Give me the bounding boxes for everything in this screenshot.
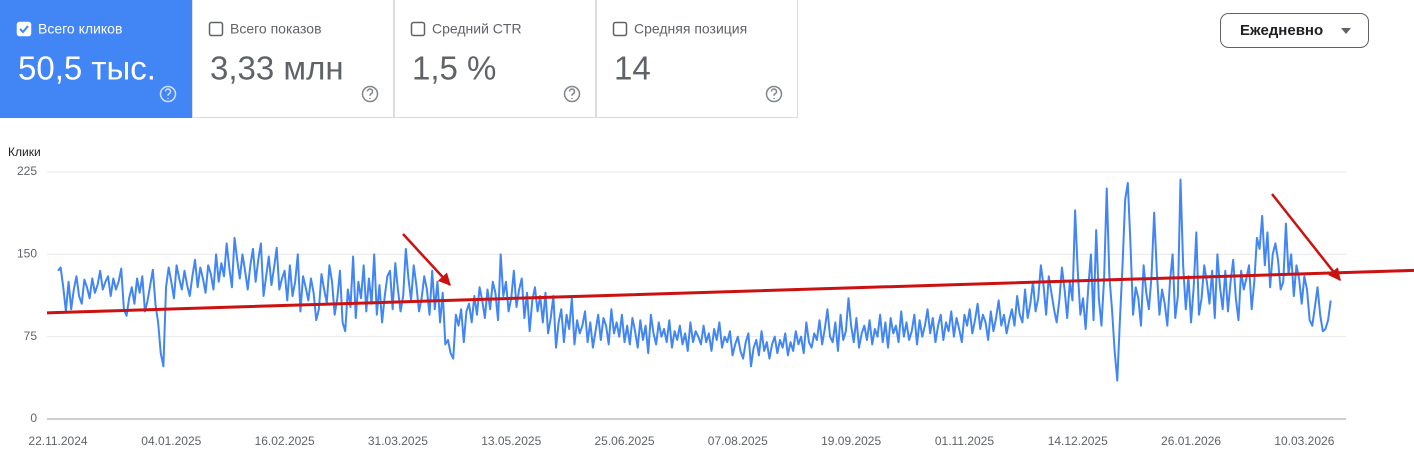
- checkmark: [19, 25, 29, 34]
- metric-label: Всего кликов: [38, 21, 122, 37]
- help-icon[interactable]: [765, 85, 783, 103]
- series-line: [57, 178, 1332, 382]
- plot: 0 75 150 225 22.11.2024 04.01.2025 16.02.2025 3…: [17, 164, 1346, 448]
- x-tick-label: 25.06.2025: [594, 434, 654, 448]
- x-tick-label: 10.03.2026: [1274, 434, 1334, 448]
- period-dropdown[interactable]: Ежедневно: [1220, 13, 1369, 48]
- metric-card[interactable]: Всего показов 3,33 млн: [192, 0, 394, 118]
- help-icon-glyph: [770, 88, 778, 99]
- dropdown-box[interactable]: [1220, 13, 1369, 48]
- metric-label: Всего показов: [230, 21, 322, 37]
- y-tick-label: 75: [24, 329, 38, 343]
- y-tick-label: 150: [17, 247, 37, 261]
- card-bg[interactable]: [192, 0, 394, 118]
- y-tick-label: 225: [17, 164, 37, 178]
- card-bg[interactable]: [394, 0, 596, 118]
- x-tick-label: 22.11.2024: [28, 434, 87, 448]
- help-icon-glyph: [366, 88, 374, 99]
- metric-value: 1,5 %: [412, 50, 496, 87]
- checkbox[interactable]: [410, 21, 426, 37]
- metric-label: Средний CTR: [432, 21, 522, 37]
- metric-card[interactable]: Средняя позиция 14: [596, 0, 798, 118]
- metric-label: Средняя позиция: [634, 21, 747, 37]
- annotation-arrow: [402, 233, 451, 286]
- trend-line: [46, 268, 1414, 315]
- help-icon-glyph: [164, 88, 172, 99]
- metric-cards: Всего кликов 50,5 тыс. Всего показов 3,33 м…: [0, 0, 798, 118]
- metric-value: 3,33 млн: [210, 50, 344, 87]
- annotation-arrow: [1271, 193, 1341, 281]
- x-tick-label: 04.01.2025: [141, 434, 201, 448]
- dropdown-label: Ежедневно: [1240, 22, 1323, 39]
- help-icon[interactable]: [563, 85, 581, 103]
- x-tick-label: 14.12.2025: [1048, 434, 1108, 448]
- metric-value: 50,5 тыс.: [18, 50, 156, 87]
- x-tick-label: 13.05.2025: [481, 434, 541, 448]
- checkbox[interactable]: [16, 21, 32, 37]
- y-axis-label: Клики: [8, 145, 41, 159]
- help-icon[interactable]: [361, 85, 379, 103]
- metric-card[interactable]: Средний CTR 1,5 %: [394, 0, 596, 118]
- x-tick-label: 19.09.2025: [821, 434, 881, 448]
- card-bg[interactable]: [596, 0, 798, 118]
- checkbox[interactable]: [208, 21, 224, 37]
- metric-card[interactable]: Всего кликов 50,5 тыс.: [0, 0, 192, 118]
- x-tick-label: 16.02.2025: [255, 434, 315, 448]
- dropdown-caret: [1341, 28, 1351, 34]
- metric-value: 14: [614, 50, 651, 87]
- card-bg[interactable]: [0, 0, 192, 118]
- y-tick-label: 0: [30, 411, 37, 425]
- checkbox[interactable]: [612, 21, 628, 37]
- x-tick-label: 07.08.2025: [708, 434, 768, 448]
- x-tick-label: 01.11.2025: [935, 434, 994, 448]
- x-tick-label: 31.03.2025: [368, 434, 428, 448]
- x-tick-label: 26.01.2026: [1161, 434, 1221, 448]
- help-icon-glyph: [568, 88, 576, 99]
- help-icon[interactable]: [159, 85, 177, 103]
